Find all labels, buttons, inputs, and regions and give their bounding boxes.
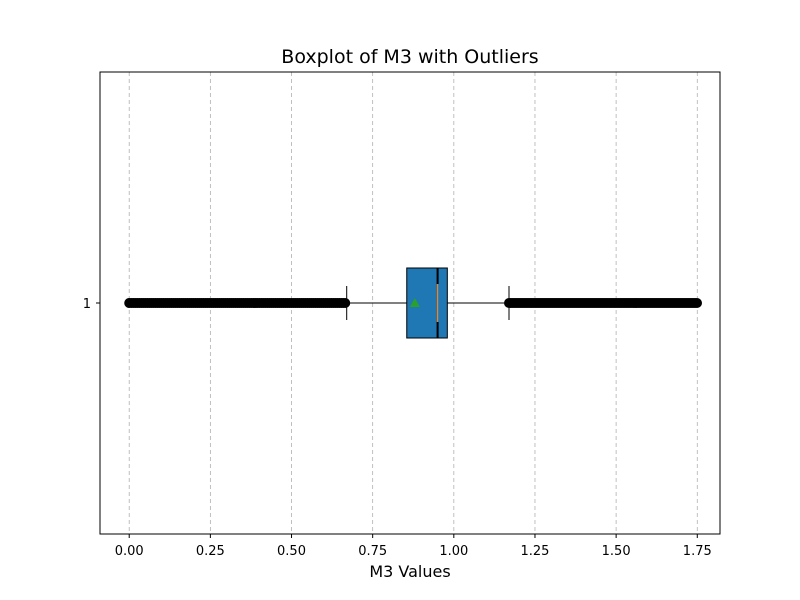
- x-tick-label: 1.75: [683, 544, 712, 559]
- mean-marker: [409, 298, 420, 307]
- x-tick-label: 1.00: [439, 544, 468, 559]
- x-axis-label: M3 Values: [369, 562, 450, 581]
- outlier-point: [692, 298, 703, 308]
- y-axis-ticks: 1: [83, 297, 100, 312]
- x-tick-label: 1.50: [602, 544, 631, 559]
- outliers: [124, 298, 703, 308]
- x-tick-label: 0.75: [358, 544, 387, 559]
- x-tick-label: 0.25: [196, 544, 225, 559]
- x-axis-ticks: 0.00 0.25 0.50 0.75 1.00 1.25 1.50 1.75: [115, 534, 712, 559]
- x-tick-label: 1.25: [520, 544, 549, 559]
- y-tick-label: 1: [83, 297, 91, 312]
- chart-title: Boxplot of M3 with Outliers: [281, 46, 538, 68]
- x-tick-label: 0.50: [277, 544, 306, 559]
- x-tick-label: 0.00: [115, 544, 144, 559]
- box-group: [346, 267, 510, 339]
